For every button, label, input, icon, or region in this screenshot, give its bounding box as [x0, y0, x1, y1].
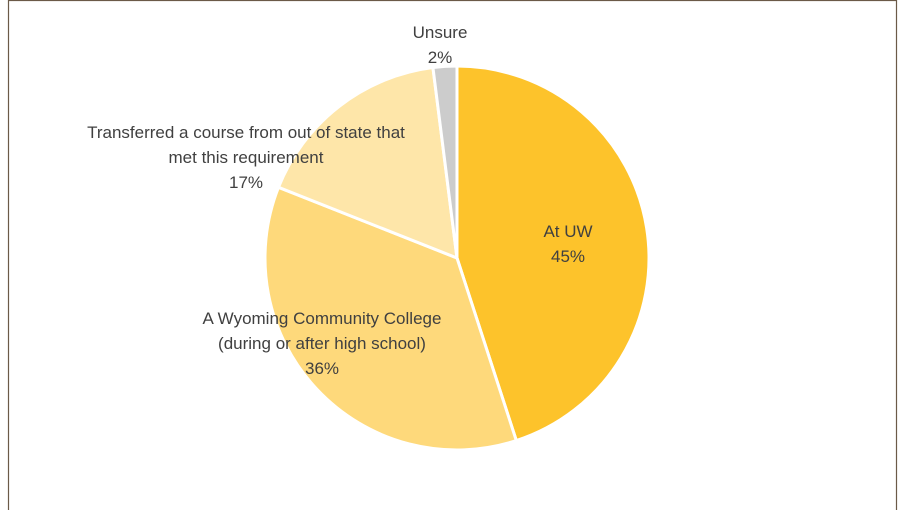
value-label: 45% [550, 247, 586, 266]
pie-slice [263, 185, 519, 452]
category-label: Transferred a course from out of state t… [87, 123, 405, 167]
pie-slice [431, 64, 459, 259]
pie-slice [455, 64, 651, 443]
value-label: 2% [427, 48, 453, 67]
slice-label: A Wyoming Community College (during or a… [202, 306, 442, 381]
category-label: A Wyoming Community College (during or a… [202, 309, 442, 353]
value-label: 17% [228, 173, 264, 192]
slice-label: Transferred a course from out of state t… [76, 120, 416, 195]
value-label: 36% [304, 359, 340, 378]
category-label: At UW [543, 222, 593, 241]
category-label: Unsure [412, 23, 468, 42]
slice-label: Unsure 2% [380, 20, 500, 70]
slice-label: At UW 45% [508, 219, 628, 269]
pie-slice [276, 65, 459, 261]
chart-border [7, 0, 898, 510]
